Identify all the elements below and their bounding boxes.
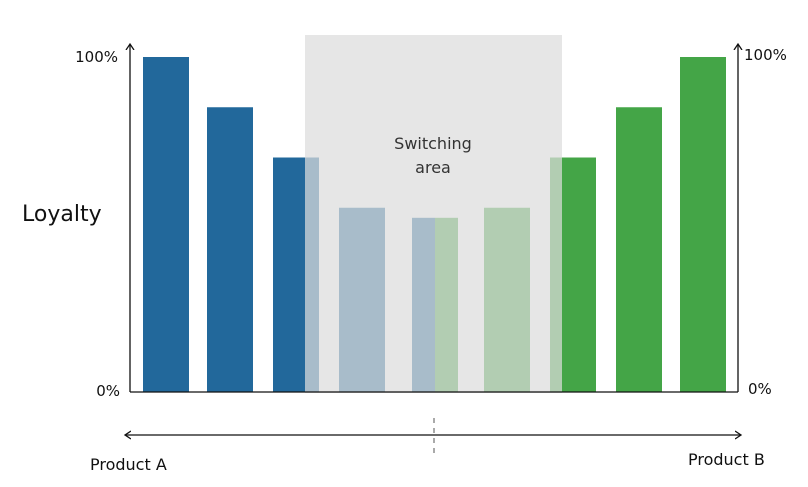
- bar-9: [680, 57, 726, 392]
- y-axis-label: Loyalty: [22, 202, 102, 227]
- switching-area-region: [305, 35, 562, 393]
- bar-2: [207, 107, 253, 392]
- product-b-label: Product B: [688, 450, 765, 469]
- switching-area-label-line2: area: [415, 158, 451, 177]
- product-a-label: Product A: [90, 455, 167, 474]
- left-y-tick-0: 0%: [96, 382, 120, 400]
- switching-area-label-line1: Switching: [394, 134, 472, 153]
- right-y-tick-0: 0%: [748, 380, 772, 398]
- left-y-tick-100: 100%: [75, 48, 118, 66]
- bar-1: [143, 57, 189, 392]
- right-y-tick-100: 100%: [744, 46, 787, 64]
- bar-8: [616, 107, 662, 392]
